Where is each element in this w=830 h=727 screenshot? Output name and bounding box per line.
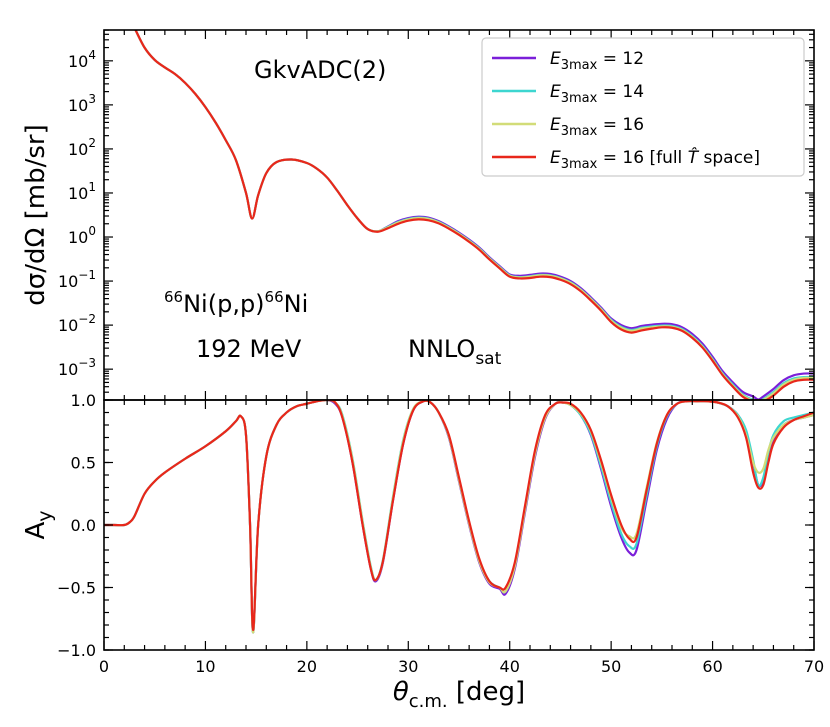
- cross-section-y-ticks: 104 103 102 101 100 10−1 10−2 10−3: [58, 29, 814, 401]
- interaction-sub: sat: [475, 349, 501, 369]
- y-tick-label: 101: [68, 180, 96, 203]
- ay-tick-label: −0.5: [57, 579, 96, 598]
- analyzing-power-y-ticks: 1.0 0.5 0.0 −0.5 −1.0: [57, 391, 814, 660]
- analyzing-power-series-3: [104, 400, 814, 634]
- ay-tick-label: 1.0: [71, 391, 96, 410]
- interaction-label: NNLOsat: [408, 335, 502, 369]
- ay-sub: y: [34, 510, 56, 521]
- y-tick-label: 100: [68, 224, 96, 247]
- legend-label-1: E3max = 12: [550, 49, 644, 73]
- theta-sub: c.m.: [409, 691, 448, 712]
- reaction-part-b: Ni: [284, 290, 309, 318]
- cross-section-y-axis-title: dσ/dΩ [mb/sr]: [21, 124, 51, 306]
- analyzing-power-frame: [103, 399, 815, 651]
- x-tick-label: 30: [398, 657, 418, 676]
- y-tick-label: 10−1: [58, 268, 96, 291]
- analyzing-power-series-4: [104, 400, 814, 632]
- legend-box: [481, 37, 805, 177]
- y-tick-label: 104: [68, 48, 96, 71]
- legend-label-3: E3max = 16: [550, 115, 644, 139]
- theta-symbol: θ: [393, 677, 409, 707]
- x-axis-title: θc.m. [deg]: [393, 677, 525, 712]
- x-tick-label: 0: [99, 657, 109, 676]
- cross-section-series-4: [134, 30, 814, 400]
- reaction-mass-post: 66: [265, 288, 284, 306]
- legend: E3max = 12 E3max = 14 E3max = 16 E3max = 16…: [481, 37, 805, 177]
- ay-tick-label: −1.0: [57, 641, 96, 660]
- interaction-main: NNLO: [408, 335, 475, 363]
- x-tick-label: 50: [601, 657, 621, 676]
- energy-label: 192 MeV: [196, 335, 302, 363]
- reaction-part-a: Ni(p,p): [183, 290, 264, 318]
- analyzing-power-series-2: [104, 400, 814, 634]
- y-tick-label: 103: [68, 92, 96, 115]
- legend-label-2: E3max = 14: [550, 82, 644, 106]
- cross-section-panel: 104 103 102 101 100 10−1 10−2 10−3: [58, 29, 815, 401]
- analyzing-power-curves: [104, 400, 814, 634]
- ay-main: A: [21, 522, 51, 540]
- legend-label-4: E3max = 16 [full T̂ space]: [550, 147, 760, 172]
- x-tick-label: 40: [500, 657, 520, 676]
- x-tick-label: 60: [702, 657, 722, 676]
- y-tick-label: 10−3: [58, 356, 96, 379]
- cross-section-curves: [134, 30, 814, 400]
- analyzing-power-y-axis-title: Ay: [21, 510, 56, 539]
- method-label: GkvADC(2): [254, 56, 386, 84]
- analyzing-power-x-ticks: 0 10 20 30 40 50 60 70: [99, 400, 824, 676]
- x-axis-unit: [deg]: [448, 677, 526, 707]
- ay-tick-label: 0.0: [71, 516, 96, 535]
- reaction-mass-pre: 66: [164, 288, 183, 306]
- reaction-label: 66Ni(p,p)66Ni: [164, 288, 308, 318]
- analyzing-power-panel: 1.0 0.5 0.0 −0.5 −1.0 0 10 20 30 40 50 60 70: [57, 391, 824, 676]
- y-tick-label: 10−2: [58, 312, 96, 335]
- ay-tick-label: 0.5: [71, 454, 96, 473]
- analyzing-power-series-1: [104, 400, 814, 634]
- x-tick-label: 10: [195, 657, 215, 676]
- x-tick-label: 20: [297, 657, 317, 676]
- y-tick-label: 102: [68, 136, 96, 159]
- x-tick-label: 70: [804, 657, 824, 676]
